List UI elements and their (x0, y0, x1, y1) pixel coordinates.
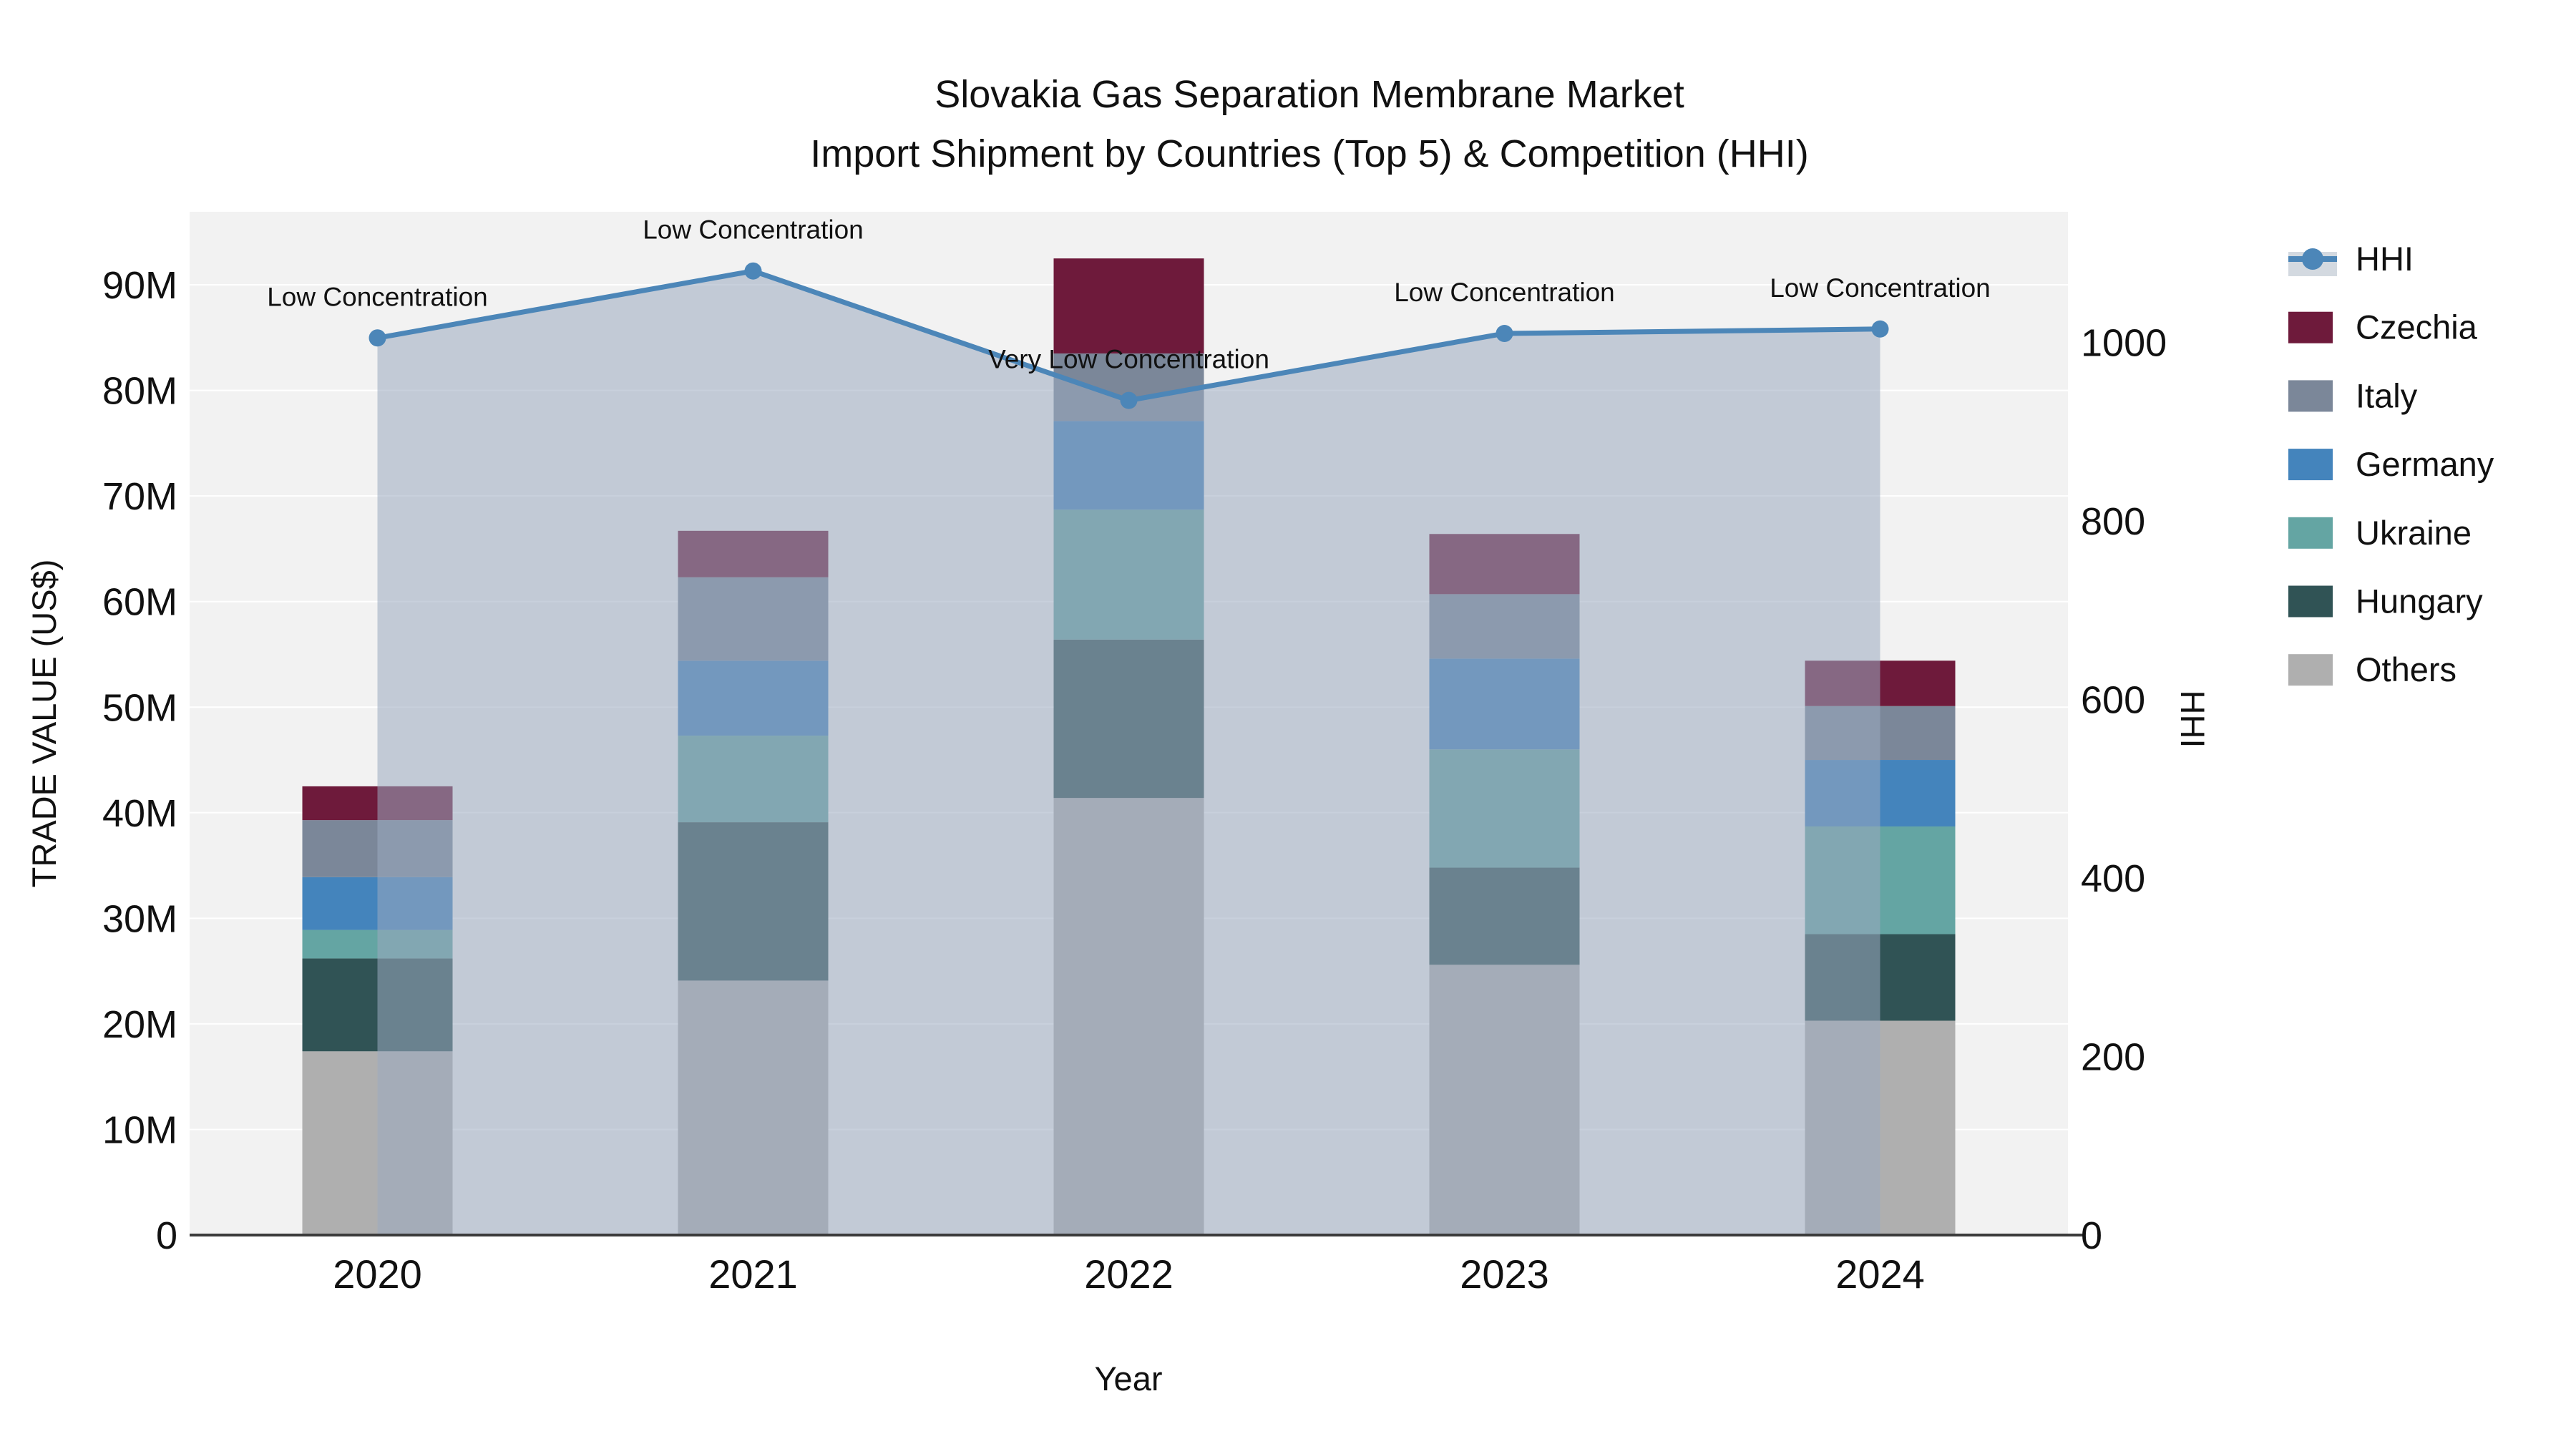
legend-label-italy: Italy (2356, 376, 2418, 414)
right-tick-800: 800 (2081, 500, 2145, 543)
legend-item-hungary[interactable]: Hungary (2288, 582, 2483, 620)
chart-title: Slovakia Gas Separation Membrane Market (935, 73, 1684, 116)
annotation-2021: Low Concentration (643, 215, 864, 245)
chart-subtitle: Import Shipment by Countries (Top 5) & C… (810, 132, 1809, 175)
right-tick-0: 0 (2081, 1214, 2102, 1257)
left-tick-40M: 40M (102, 792, 177, 835)
hhi-marker-2022 (1120, 391, 1138, 409)
x-tick-2023: 2023 (1460, 1252, 1549, 1297)
left-tick-10M: 10M (102, 1108, 177, 1151)
left-axis-title: TRADE VALUE (US$) (25, 560, 63, 888)
x-tick-2021: 2021 (708, 1252, 798, 1297)
right-tick-200: 200 (2081, 1036, 2145, 1079)
hhi-marker-2020 (369, 329, 386, 347)
legend-item-others[interactable]: Others (2288, 650, 2457, 688)
legend-swatch-hungary (2288, 585, 2333, 618)
x-tick-2024: 2024 (1835, 1252, 1925, 1297)
legend-label-germany: Germany (2356, 445, 2494, 483)
legend-swatch-ukraine (2288, 517, 2333, 549)
hhi-marker-2021 (744, 262, 762, 280)
left-tick-30M: 30M (102, 897, 177, 940)
annotation-2024: Low Concentration (1770, 273, 1991, 303)
left-tick-0: 0 (156, 1214, 177, 1257)
x-tick-2022: 2022 (1084, 1252, 1174, 1297)
bar-segment-czechia-2022 (1053, 258, 1204, 353)
hhi-area-fill (377, 270, 1880, 1236)
legend-swatch-italy (2288, 380, 2333, 412)
left-tick-60M: 60M (102, 581, 177, 624)
left-tick-50M: 50M (102, 686, 177, 729)
hhi-marker-2023 (1496, 325, 1513, 343)
legend-label-others: Others (2356, 650, 2457, 688)
legend-item-czechia[interactable]: Czechia (2288, 308, 2478, 346)
left-tick-20M: 20M (102, 1003, 177, 1046)
legend: HHI Czechia Italy Germany Ukraine Hungary Othe… (2288, 240, 2494, 688)
legend-item-italy[interactable]: Italy (2288, 376, 2418, 414)
legend-label-hungary: Hungary (2356, 582, 2483, 620)
annotation-2022: Very Low Concentration (988, 345, 1269, 374)
legend-label-ukraine: Ukraine (2356, 514, 2472, 552)
left-tick-80M: 80M (102, 370, 177, 413)
right-axis-title: HHI (2174, 691, 2212, 748)
right-tick-1000: 1000 (2081, 322, 2167, 365)
plot-area: 0 10M 20M 30M 40M 50M 60M 70M 80M 90M 0 200 400 600 80… (102, 212, 2167, 1297)
legend-label-hhi: HHI (2356, 240, 2414, 278)
legend-swatch-others (2288, 654, 2333, 686)
chart-title-group: Slovakia Gas Separation Membrane Market … (810, 73, 1809, 175)
left-tick-70M: 70M (102, 475, 177, 518)
legend-swatch-czechia (2288, 311, 2333, 343)
legend-swatch-germany (2288, 449, 2333, 481)
legend-item-ukraine[interactable]: Ukraine (2288, 514, 2472, 552)
legend-label-czechia: Czechia (2356, 308, 2478, 346)
legend-hhi-marker-sample (2302, 248, 2323, 270)
right-tick-600: 600 (2081, 679, 2145, 722)
legend-item-germany[interactable]: Germany (2288, 445, 2494, 483)
x-axis-title: Year (1095, 1360, 1163, 1397)
right-tick-400: 400 (2081, 857, 2145, 900)
x-tick-2020: 2020 (333, 1252, 422, 1297)
hhi-marker-2024 (1871, 320, 1889, 338)
left-tick-90M: 90M (102, 264, 177, 307)
legend-item-hhi[interactable]: HHI (2288, 240, 2414, 278)
annotation-2020: Low Concentration (267, 282, 488, 311)
annotation-2023: Low Concentration (1394, 278, 1615, 307)
